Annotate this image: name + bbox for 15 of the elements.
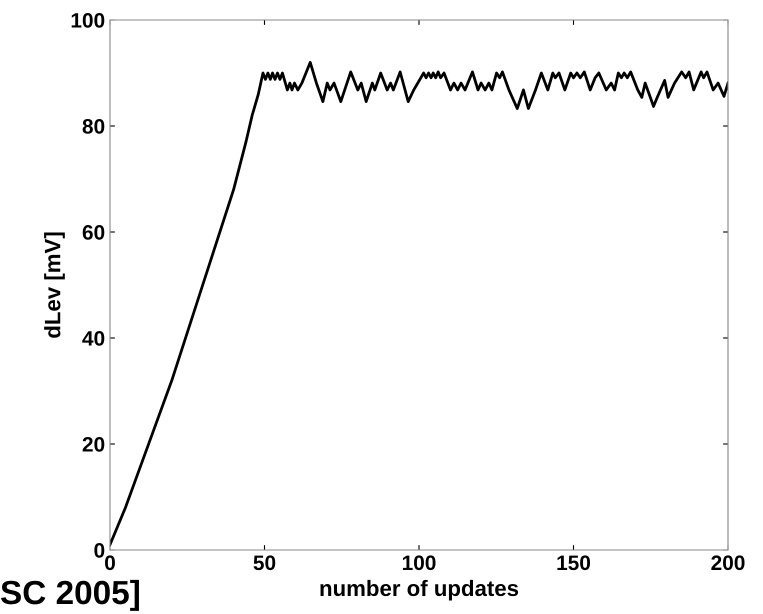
x-tick-label: 0 [105,555,115,570]
line-series [110,61,728,546]
y-tick-label: 0 [94,543,104,558]
y-tick-label: 40 [82,331,104,346]
x-tick-label: 100 [402,555,436,570]
y-tick-label: 100 [72,13,104,28]
x-tick-label: 150 [557,555,590,570]
text: SC 2005] [0,580,139,611]
y-tick-label: 60 [82,225,104,240]
y-axis-title: dLev [mV] [44,232,65,338]
x-tick-label: 50 [254,555,276,570]
y-tick-label: 20 [82,437,104,452]
y-tick-label: 80 [82,119,104,134]
x-tick-label: 200 [711,555,745,570]
x-axis-title: number of updates [320,580,518,601]
